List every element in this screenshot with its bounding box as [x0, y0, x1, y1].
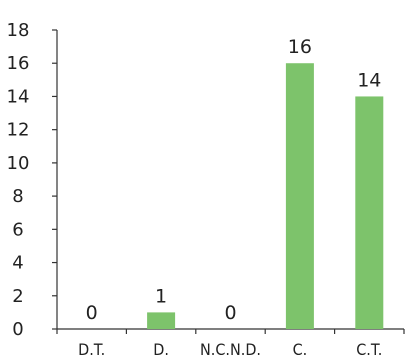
x-tick-label: N.C.N.D.: [200, 340, 261, 359]
y-tick-label: 6: [12, 219, 23, 240]
bars-group: [147, 63, 384, 329]
x-tick-label: C.: [293, 340, 308, 359]
y-tick-label: 18: [7, 20, 30, 41]
y-tick-label: 0: [12, 319, 23, 340]
data-label: 0: [224, 302, 236, 324]
y-tick-label: 14: [7, 86, 30, 107]
y-tick-label: 8: [12, 186, 23, 207]
x-tick-label: C.T.: [356, 340, 382, 359]
y-tick-label: 10: [7, 153, 30, 174]
bar: [147, 312, 176, 329]
data-label: 16: [288, 36, 312, 58]
y-tick-label: 16: [7, 53, 30, 74]
data-label: 14: [357, 69, 381, 91]
bar: [355, 96, 384, 329]
data-label: 1: [155, 285, 167, 307]
y-tick-label: 12: [7, 120, 30, 141]
x-tick-label: D.: [153, 340, 169, 359]
y-tick-label: 2: [12, 286, 23, 307]
bar: [285, 63, 314, 329]
y-tick-label: 4: [12, 253, 23, 274]
data-labels-group: 0 1 0 16 14: [86, 36, 382, 324]
y-axis: 0 2 4 6 8 10 12 14 16 18: [7, 20, 58, 340]
x-tick-label: D.T.: [78, 340, 105, 359]
data-label: 0: [86, 302, 98, 324]
x-axis: D.T. D. N.C.N.D. C. C.T.: [56, 328, 405, 359]
